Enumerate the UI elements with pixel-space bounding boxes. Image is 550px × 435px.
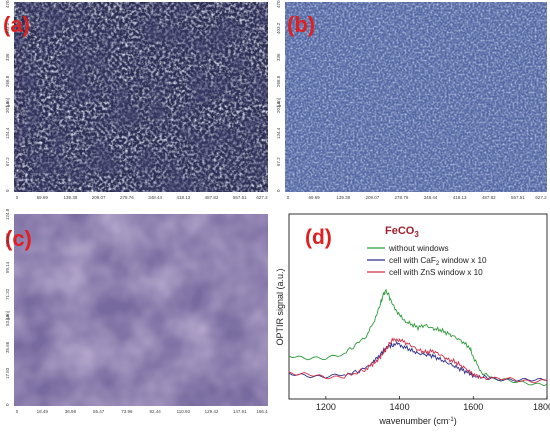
series-line-2: [288, 337, 548, 384]
panel-b-x-axis: 0 69.69 139.38 209.07 278.76 348.44 418.13 487.…: [285, 195, 547, 203]
x-tick-label: 209.07: [365, 195, 380, 200]
x-tick-label: 1600: [463, 402, 483, 412]
y-tick-label: 268.8: [5, 75, 10, 87]
y-tick-label: 17.83: [5, 368, 10, 380]
x-tick-label: 1400: [390, 402, 410, 412]
y-tick-label: 67.2: [276, 156, 281, 166]
x-tick-label: 348.44: [423, 195, 438, 200]
y-unit-label: [μm]: [276, 97, 281, 107]
x-tick-label: 209.07: [91, 195, 106, 200]
y-tick-label: 71.32: [5, 288, 10, 300]
x-tick-label: 55.47: [93, 409, 105, 414]
y-tick-label: 0: [5, 189, 10, 192]
x-tick-label: 418.13: [452, 195, 467, 200]
micrograph-c: [14, 214, 268, 406]
chart-legend: without windows cell with CaF2 window x 1…: [367, 244, 487, 277]
y-tick-label: 0: [5, 403, 10, 406]
y-tick-label: 89.14: [5, 261, 10, 274]
chart-x-ticks: 1200 1400 1600 1800: [316, 396, 550, 412]
micrograph-b-texture: [285, 2, 547, 192]
y-tick-label: 106.97: [5, 232, 10, 247]
x-tick-label: 487.82: [481, 195, 496, 200]
chart-title: FeCO3: [385, 225, 419, 239]
y-tick-label: 336: [276, 53, 281, 61]
legend-label-0: without windows: [388, 244, 449, 253]
x-tick-label: 129.42: [204, 409, 219, 414]
x-tick-label: 139.38: [63, 195, 78, 200]
chart-ylabel: OPTIR signal (a.u.): [275, 268, 285, 345]
x-tick-label: 73.96: [121, 409, 133, 414]
chart-xlabel: wavenumber (cm-1): [378, 416, 456, 426]
legend-label-2: cell with ZnS window x 10: [389, 268, 483, 277]
x-tick-label: 418.13: [176, 195, 191, 200]
y-tick-label: 134.4: [5, 128, 10, 140]
x-tick-label: 1800: [533, 402, 550, 412]
y-tick-label: 268.8: [276, 75, 281, 87]
x-tick-label: 1200: [316, 402, 336, 412]
x-tick-label: 18.49: [36, 409, 48, 414]
y-tick-label: 35.66: [5, 341, 10, 353]
x-tick-label: 92.44: [149, 409, 161, 414]
y-tick-label: 470.4: [276, 0, 281, 8]
x-tick-label: 0: [15, 195, 19, 200]
micrograph-c-texture: [14, 214, 268, 406]
micrograph-b: [285, 2, 547, 192]
x-tick-label: 166.4: [256, 409, 268, 414]
series-line-0: [288, 288, 548, 387]
x-tick-label: 557.51: [232, 195, 247, 200]
chart-xlabel-main: wavenumber (cm: [378, 416, 448, 426]
y-unit-label: [μm]: [5, 97, 10, 107]
x-tick-label: 278.76: [394, 195, 409, 200]
x-tick-label: 139.38: [336, 195, 351, 200]
micrograph-a: [14, 2, 268, 192]
x-tick-label: 69.69: [36, 195, 48, 200]
x-tick-label: 0: [15, 409, 19, 414]
y-tick-label: 470.4: [5, 0, 10, 8]
panel-a-x-axis: 0 69.69 139.38 209.07 278.76 348.44 418.13 487.…: [14, 195, 268, 203]
chart-title-main: FeCO: [385, 225, 415, 237]
panel-b-label: (b): [287, 12, 316, 37]
panel-b-y-axis: 0 67.2 134.4 201.6 268.8 336 403.2 470.4 [μm]: [274, 0, 284, 192]
x-tick-label: 627.2: [535, 195, 547, 200]
y-tick-label: 403.2: [276, 23, 281, 35]
panel-a-y-axis: 0 67.2 134.4 201.6 268.8 336 403.2 470.4 [μm]: [3, 0, 13, 192]
y-tick-label: 336: [5, 53, 10, 61]
x-tick-label: 627.2: [256, 195, 268, 200]
chart-title-sub: 3: [414, 230, 419, 239]
x-tick-label: 36.98: [64, 409, 77, 414]
x-tick-label: 348.44: [148, 195, 162, 200]
panel-d-label: (d): [305, 226, 332, 249]
chart-xlabel-end: ): [454, 416, 457, 426]
y-tick-label: 134.4: [276, 128, 281, 140]
x-tick-label: 557.51: [510, 195, 525, 200]
x-tick-label: 69.69: [308, 195, 320, 200]
x-tick-label: 147.91: [232, 409, 247, 414]
x-tick-label: 278.76: [119, 195, 134, 200]
x-tick-label: 0: [286, 195, 290, 200]
panel-c-label: (c): [5, 226, 32, 251]
panel-a-label: (a): [3, 12, 30, 37]
chart-series: [288, 288, 548, 387]
x-tick-label: 110.93: [176, 409, 191, 414]
chart-frame: [288, 213, 548, 400]
optir-chart: 1200 1400 1600 1800 (d) FeCO3 without windo…: [275, 213, 550, 426]
micrograph-a-texture: [14, 2, 268, 192]
panel-c-x-axis: 0 18.49 36.98 55.47 73.96 92.44 110.93 129.42 14…: [14, 409, 268, 417]
x-tick-label: 487.82: [204, 195, 219, 200]
y-tick-label: 124.8: [5, 208, 10, 220]
chart-xlabel-sup: -1: [448, 417, 454, 423]
y-tick-label: 403.2: [5, 23, 10, 35]
series-line-1: [288, 340, 548, 382]
y-unit-label: [μm]: [5, 310, 10, 320]
y-tick-label: 67.2: [5, 156, 10, 166]
legend-label-1: cell with CaF2 window x 10: [389, 256, 487, 267]
panel-d: 1200 1400 1600 1800 (d) FeCO3 without windo…: [275, 212, 550, 430]
panel-c-y-axis: 0 17.83 35.66 53.49 71.32 89.14 106.97 124.8 [μm…: [3, 209, 13, 406]
y-tick-label: 0: [276, 189, 281, 192]
